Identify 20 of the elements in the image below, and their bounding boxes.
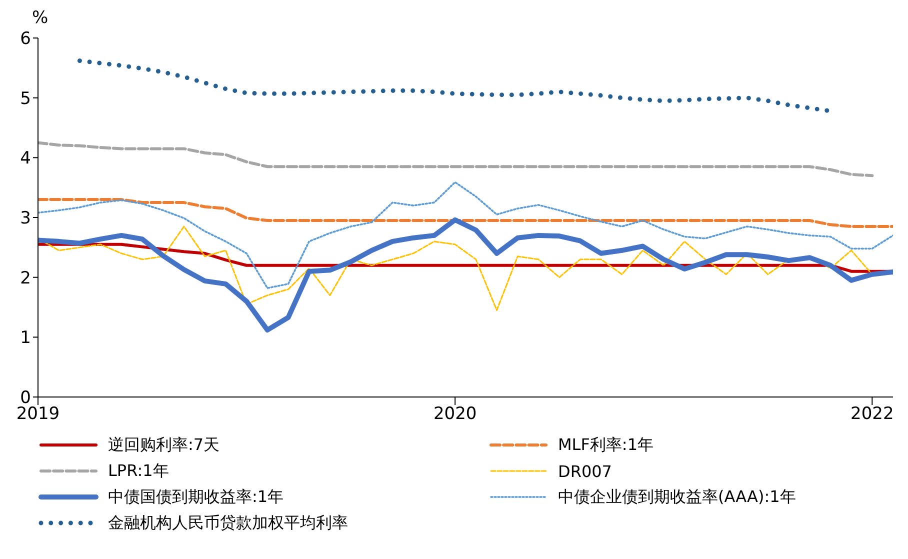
legend-label: MLF利率:1年 bbox=[558, 434, 654, 456]
y-tick-label: 2 bbox=[20, 268, 31, 288]
x-tick-label: 2022 bbox=[850, 404, 894, 424]
legend-label: 中债国债到期收益率:1年 bbox=[108, 486, 284, 508]
legend-label: DR007 bbox=[558, 462, 612, 480]
y-tick-label: 1 bbox=[20, 328, 31, 348]
line-series bbox=[38, 198, 893, 228]
legend-label: LPR:1年 bbox=[108, 460, 169, 482]
legend-label: 金融机构人民币贷款加权平均利率 bbox=[108, 512, 348, 534]
legend-label: 中债企业债到期收益率(AAA):1年 bbox=[558, 486, 796, 508]
y-tick-label: 5 bbox=[20, 88, 31, 109]
x-tick-label: 2019 bbox=[16, 404, 60, 424]
y-tick-label: 4 bbox=[20, 148, 31, 169]
legend-label: 逆回购利率:7天 bbox=[108, 434, 220, 456]
y-tick-label: 6 bbox=[20, 29, 31, 50]
y-axis-title: % bbox=[32, 8, 48, 28]
x-tick-label: 2020 bbox=[433, 404, 477, 424]
y-tick-label: 3 bbox=[20, 208, 31, 229]
line-series bbox=[38, 141, 874, 178]
line-series bbox=[38, 181, 893, 290]
